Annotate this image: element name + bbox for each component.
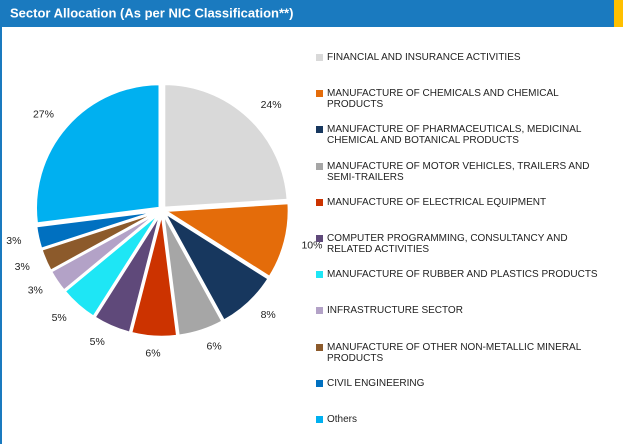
legend-label: MANUFACTURE OF MOTOR VEHICLES, TRAILERS … bbox=[327, 160, 590, 183]
legend-item: FINANCIAL AND INSURANCE ACTIVITIES bbox=[316, 52, 599, 63]
legend-label: MANUFACTURE OF PHARMACEUTICALS, MEDICINA… bbox=[327, 124, 582, 147]
legend-swatch bbox=[316, 126, 323, 134]
data-label: 3% bbox=[28, 285, 43, 297]
legend-label: COMPUTER PROGRAMMING, CONSULTANCY AND RE… bbox=[327, 233, 568, 255]
header-bar bbox=[0, 0, 614, 27]
pie-slice bbox=[162, 211, 271, 323]
data-label: 6% bbox=[206, 341, 221, 353]
legend-item: Others bbox=[316, 414, 599, 425]
data-label: 10% bbox=[301, 240, 322, 252]
legend-swatch bbox=[316, 379, 323, 387]
data-label: 5% bbox=[52, 312, 67, 324]
data-label: 8% bbox=[261, 309, 276, 321]
legend-swatch bbox=[316, 235, 323, 242]
legend-item: COMPUTER PROGRAMMING, CONSULTANCY AND RE… bbox=[316, 233, 599, 255]
legend-label: MANUFACTURE OF OTHER NON-METALLIC MINERA… bbox=[327, 341, 581, 364]
legend-item: MANUFACTURE OF MOTOR VEHICLES, TRAILERS … bbox=[316, 161, 599, 183]
left-border bbox=[0, 27, 2, 444]
pie-slice bbox=[34, 82, 161, 225]
legend-item: CIVIL ENGINEERING bbox=[316, 378, 599, 389]
legend-swatch bbox=[316, 198, 323, 206]
legend-item: MANUFACTURE OF CHEMICALS AND CHEMICAL PR… bbox=[316, 88, 599, 110]
legend-item: MANUFACTURE OF PHARMACEUTICALS, MEDICINA… bbox=[316, 124, 599, 146]
legend-swatch bbox=[316, 90, 323, 98]
legend-label: INFRASTRUCTURE SECTOR bbox=[327, 305, 463, 317]
legend-swatch bbox=[316, 307, 323, 315]
chart-title: Sector Allocation (As per NIC Classifica… bbox=[10, 5, 293, 20]
legend-label: MANUFACTURE OF CHEMICALS AND CHEMICAL PR… bbox=[327, 88, 559, 111]
pie-slice bbox=[34, 209, 160, 251]
legend-swatch bbox=[316, 343, 323, 351]
legend-item: MANUFACTURE OF RUBBER AND PLASTICS PRODU… bbox=[316, 269, 599, 280]
header-accent bbox=[614, 0, 623, 27]
legend-swatch bbox=[316, 162, 323, 170]
legend-label: MANUFACTURE OF ELECTRICAL EQUIPMENT bbox=[327, 196, 547, 208]
data-label: 27% bbox=[33, 109, 54, 121]
data-label: 3% bbox=[6, 235, 21, 247]
data-label: 3% bbox=[15, 261, 30, 273]
data-label: 6% bbox=[145, 347, 160, 359]
legend-swatch bbox=[316, 271, 323, 279]
pie-slice bbox=[162, 82, 290, 210]
legend-label: Others bbox=[327, 414, 358, 425]
legend-label: CIVIL ENGINEERING bbox=[327, 377, 425, 389]
legend-label: FINANCIAL AND INSURANCE ACTIVITIES bbox=[327, 52, 521, 63]
legend-item: INFRASTRUCTURE SECTOR bbox=[316, 305, 599, 316]
pie-slice bbox=[160, 201, 291, 279]
legend-item: MANUFACTURE OF OTHER NON-METALLIC MINERA… bbox=[316, 342, 599, 364]
legend-swatch bbox=[316, 416, 323, 423]
data-label: 24% bbox=[261, 99, 282, 111]
data-label: 5% bbox=[90, 336, 105, 348]
legend-label: MANUFACTURE OF RUBBER AND PLASTICS PRODU… bbox=[327, 269, 598, 281]
legend-swatch bbox=[316, 54, 323, 61]
legend-item: MANUFACTURE OF ELECTRICAL EQUIPMENT bbox=[316, 197, 599, 208]
